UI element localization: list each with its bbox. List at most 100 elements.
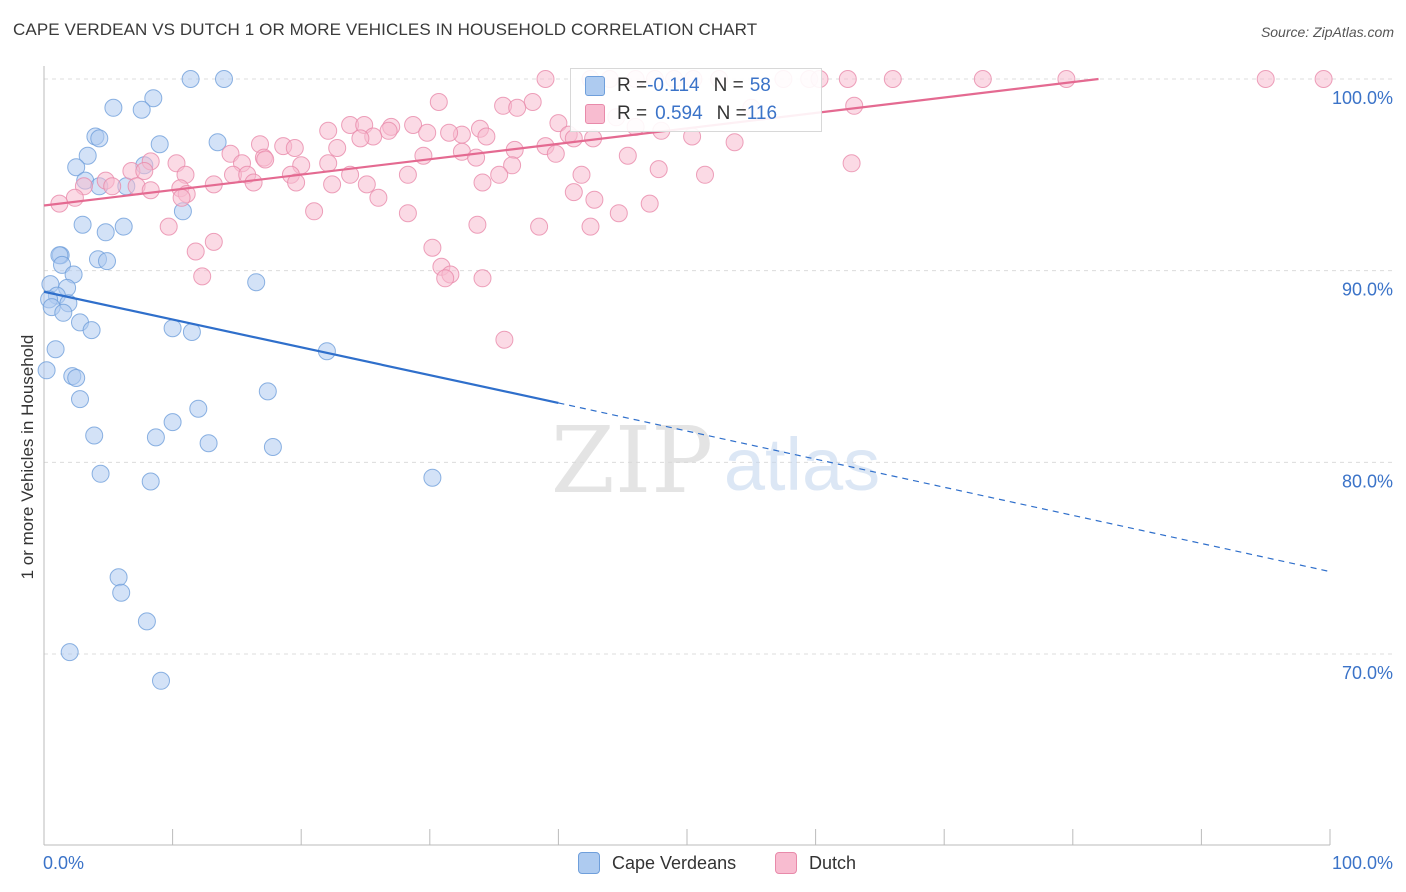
dutch-point — [508, 98, 527, 117]
dutch-point — [838, 70, 857, 88]
cape-verdean-point — [67, 369, 86, 387]
stats-legend: R = -0.114 N = 58 R = 0.594 N = 116 — [570, 68, 822, 132]
dutch-point — [287, 173, 306, 192]
dutch-point — [473, 173, 492, 192]
y-tick-label: 100.0% — [1332, 88, 1393, 108]
dutch-point — [523, 93, 542, 111]
cape-verdean-point — [163, 413, 182, 432]
cape-verdean-point — [137, 612, 156, 631]
dutch-point — [244, 173, 263, 192]
dutch-point — [379, 121, 398, 140]
x-tick-label-right: 100.0% — [1332, 853, 1393, 873]
legend-swatch-dutch — [775, 852, 797, 874]
watermark: ZIP atlas — [551, 407, 880, 514]
source-credit: Source: ZipAtlas.com — [1260, 24, 1394, 40]
r-label: R = — [617, 75, 648, 96]
dutch-point — [285, 139, 304, 157]
r-value: -0.114 — [647, 75, 700, 96]
dutch-point — [883, 70, 902, 88]
cape-verdean-point — [114, 217, 133, 236]
axis-labels: 1 or more Vehicles in Household 0.0% 100… — [18, 335, 1393, 873]
dutch-point — [530, 217, 549, 236]
cape-verdean-point — [189, 399, 208, 418]
legend-item-cape-verdeans: Cape Verdeans — [578, 852, 736, 874]
cape-verdean-point — [112, 583, 131, 602]
dutch-point — [581, 217, 600, 236]
cape-verdean-point — [78, 146, 97, 165]
cape-verdean-point — [82, 321, 101, 340]
dutch-trend-line — [43, 77, 1099, 207]
legend-swatch-dutch — [585, 104, 605, 124]
cape-verdean-point — [71, 390, 89, 409]
legend-label-cape-verdeans: Cape Verdeans — [612, 852, 737, 873]
dutch-point — [973, 70, 992, 88]
dutch-point — [172, 188, 191, 207]
legend-item-dutch: Dutch — [775, 852, 856, 874]
dutch-point — [564, 183, 583, 202]
dutch-point — [640, 194, 659, 213]
dutch-point — [319, 154, 338, 173]
cape-verdean-point — [91, 464, 110, 483]
legend-label-dutch: Dutch — [809, 852, 857, 873]
cape-verdean-trend-line — [43, 290, 559, 404]
dutch-point — [572, 165, 591, 184]
dutch-point — [141, 181, 160, 200]
cape-verdean-point — [215, 70, 233, 88]
cape-verdean-point — [150, 135, 169, 154]
cape-verdean-point — [46, 340, 65, 359]
cape-verdean-point — [263, 438, 282, 456]
dutch-point — [256, 150, 275, 169]
n-label: N = — [713, 75, 744, 96]
cape-verdean-point — [73, 215, 92, 234]
cape-verdean-point — [163, 319, 182, 338]
axes — [43, 66, 1331, 846]
dutch-point — [418, 123, 437, 142]
n-value: 116 — [746, 103, 778, 124]
dutch-point — [319, 121, 338, 140]
dutch-point — [341, 165, 360, 184]
dutch-point — [546, 144, 565, 163]
cape-verdean-point — [423, 468, 442, 487]
dutch-point — [429, 93, 448, 111]
cape-verdean-point — [54, 303, 73, 322]
dutch-point — [398, 165, 417, 184]
cape-verdean-point — [152, 671, 170, 690]
dutch-point — [618, 146, 637, 165]
r-label: R = — [617, 103, 648, 124]
dutch-point — [305, 202, 324, 221]
cape-verdean-point — [208, 133, 227, 152]
y-tick-label: 70.0% — [1342, 663, 1393, 683]
cape-verdean-point — [181, 70, 200, 88]
dutch-point — [467, 148, 486, 167]
dutch-point — [204, 232, 223, 251]
dutch-point — [609, 204, 628, 223]
dutch-point — [473, 269, 492, 288]
legend-swatch-cape-verdeans — [585, 76, 605, 96]
dutch-point — [436, 269, 455, 288]
cape-verdean-point — [199, 434, 218, 453]
dutch-point — [564, 129, 583, 148]
dutch-point — [725, 133, 744, 152]
cape-verdean-point — [98, 252, 116, 271]
dutch-point — [696, 165, 714, 184]
series-legend: Cape Verdeans Dutch — [0, 852, 1406, 878]
chart-title: CAPE VERDEAN VS DUTCH 1 OR MORE VEHICLES… — [13, 20, 758, 39]
dutch-point — [1314, 70, 1333, 88]
cape-verdean-point — [96, 223, 115, 242]
dutch-point — [357, 175, 376, 194]
cape-verdean-point — [146, 428, 165, 447]
y-tick-label: 80.0% — [1342, 471, 1393, 491]
y-tick-label: 90.0% — [1342, 280, 1393, 300]
dutch-point — [398, 204, 417, 223]
dutch-point — [135, 162, 154, 180]
dutch-point — [536, 70, 555, 88]
cape-verdean-point — [37, 361, 56, 380]
dutch-point — [1256, 70, 1275, 88]
cape-verdean-point — [90, 129, 109, 148]
cape-verdean-point — [53, 255, 71, 274]
cape-verdean-point — [104, 98, 123, 117]
stats-row-dutch: R = 0.594 N = 116 — [585, 101, 777, 127]
n-label: N = — [716, 103, 747, 124]
dutch-point — [649, 160, 668, 179]
